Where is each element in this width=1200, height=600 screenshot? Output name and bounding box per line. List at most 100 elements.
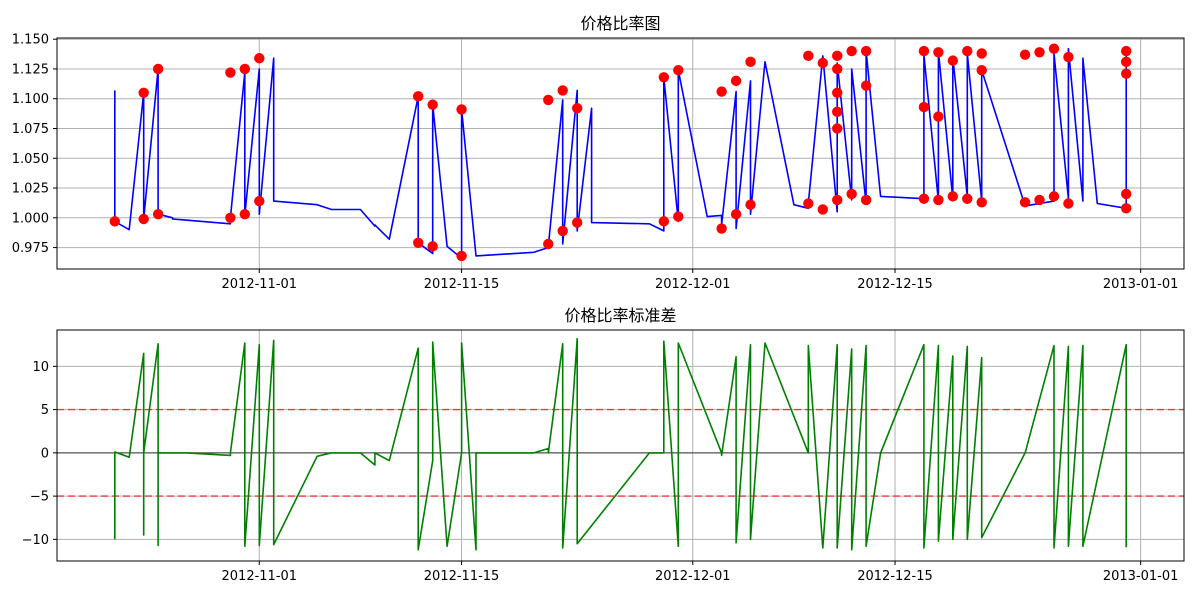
signal-point — [832, 194, 843, 206]
top-chart: 价格比率图 2012-11-01 2012-11-15 2012-12-01 2012… — [12, 14, 1185, 292]
signal-point — [413, 91, 424, 102]
signal-point — [832, 123, 843, 134]
signal-point — [976, 197, 987, 208]
y-tick-label: 5 — [41, 403, 49, 418]
signal-point — [571, 103, 583, 114]
signal-point — [1121, 203, 1132, 214]
signal-point — [860, 80, 872, 91]
x-tick-label: 2012-11-01 — [222, 569, 298, 584]
signal-point — [745, 199, 756, 210]
signal-point — [716, 223, 727, 234]
signal-point — [673, 64, 684, 76]
signal-point — [413, 237, 424, 249]
signal-point — [427, 241, 438, 252]
y-tick-label: 0 — [41, 446, 49, 461]
signal-point — [254, 53, 265, 64]
signal-point — [1063, 198, 1074, 209]
bottom-chart-plot — [57, 337, 1184, 551]
signal-point — [716, 86, 727, 97]
signal-point — [947, 55, 959, 66]
signal-point — [817, 204, 828, 215]
signal-point — [803, 198, 814, 209]
signal-point — [239, 209, 251, 220]
bottom-chart-grid — [57, 330, 1184, 561]
signal-point — [571, 217, 583, 228]
x-tick-label: 2012-11-01 — [222, 277, 298, 292]
y-tick-label: 1.050 — [12, 152, 49, 167]
signal-point — [1034, 47, 1045, 58]
signal-point — [138, 213, 149, 225]
signal-point — [933, 194, 944, 206]
bottom-chart: 价格比率标准差 2012-11-01 2012-11-15 2012-12-01 20… — [22, 306, 1185, 584]
signal-point — [730, 75, 742, 87]
signal-point — [543, 238, 554, 250]
signal-point — [109, 216, 120, 227]
x-tick-label: 2012-11-15 — [424, 277, 500, 292]
series-line — [114, 47, 1127, 260]
series-line — [114, 337, 1127, 551]
signal-point — [962, 193, 973, 204]
signal-point — [933, 47, 944, 58]
signal-point — [658, 72, 670, 83]
y-tick-label: 1.125 — [12, 62, 49, 77]
signal-point — [1019, 197, 1031, 208]
signal-point — [947, 191, 959, 202]
signal-point — [846, 188, 857, 200]
signal-point — [918, 45, 930, 57]
y-tick-label: 1.025 — [12, 182, 49, 197]
signal-point — [832, 106, 843, 118]
x-tick-label: 2013-01-01 — [1103, 277, 1179, 292]
y-tick-label: −10 — [22, 533, 49, 548]
signal-point — [239, 63, 251, 75]
signal-point — [456, 104, 467, 115]
bottom-chart-axes: 2012-11-01 2012-11-15 2012-12-01 2012-12-15… — [22, 329, 1185, 584]
signal-point — [254, 195, 265, 207]
signal-point — [152, 209, 164, 220]
plot-frame — [56, 37, 1185, 270]
signal-point — [860, 45, 872, 57]
y-tick-label: 0.975 — [12, 241, 49, 256]
y-tick-label: −5 — [30, 490, 49, 505]
bottom-chart-title: 价格比率标准差 — [564, 306, 676, 325]
signal-point — [658, 216, 670, 227]
signal-point — [1048, 43, 1060, 54]
signal-point — [225, 67, 236, 78]
signal-point — [832, 87, 843, 98]
x-tick-label: 2012-12-15 — [857, 277, 933, 292]
x-tick-label: 2012-12-01 — [655, 277, 731, 292]
signal-point — [1121, 68, 1132, 79]
y-tick-label: 1.100 — [12, 92, 49, 107]
top-chart-title: 价格比率图 — [580, 14, 660, 33]
signal-point — [1121, 188, 1132, 200]
signal-point — [1121, 45, 1132, 57]
signal-point — [1121, 56, 1132, 68]
signal-point — [933, 111, 944, 122]
top-chart-plot — [109, 43, 1132, 262]
signal-point — [745, 56, 756, 68]
signal-point — [860, 194, 872, 206]
y-tick-label: 1.150 — [12, 33, 49, 48]
signal-point — [557, 85, 568, 96]
plot-frame — [56, 329, 1185, 562]
x-tick-label: 2012-12-15 — [857, 569, 933, 584]
signal-point — [138, 87, 149, 98]
y-tick-label: 10 — [32, 360, 49, 375]
signal-point — [456, 250, 467, 262]
top-chart-axes: 2012-11-01 2012-11-15 2012-12-01 2012-12-15… — [12, 33, 1185, 292]
signal-point — [846, 45, 857, 57]
signal-point — [543, 94, 554, 106]
y-tick-label: 1.000 — [12, 211, 49, 226]
signal-point — [557, 225, 568, 237]
signal-point — [918, 101, 930, 113]
signal-point — [817, 57, 828, 69]
x-tick-label: 2013-01-01 — [1103, 569, 1179, 584]
signal-point — [225, 212, 236, 223]
signal-point — [962, 45, 973, 57]
x-tick-label: 2012-12-01 — [655, 569, 731, 584]
x-tick-label: 2012-11-15 — [424, 569, 500, 584]
signal-point — [918, 193, 930, 204]
signal-point — [427, 99, 438, 110]
signal-point — [976, 48, 987, 59]
signal-point — [673, 211, 684, 222]
